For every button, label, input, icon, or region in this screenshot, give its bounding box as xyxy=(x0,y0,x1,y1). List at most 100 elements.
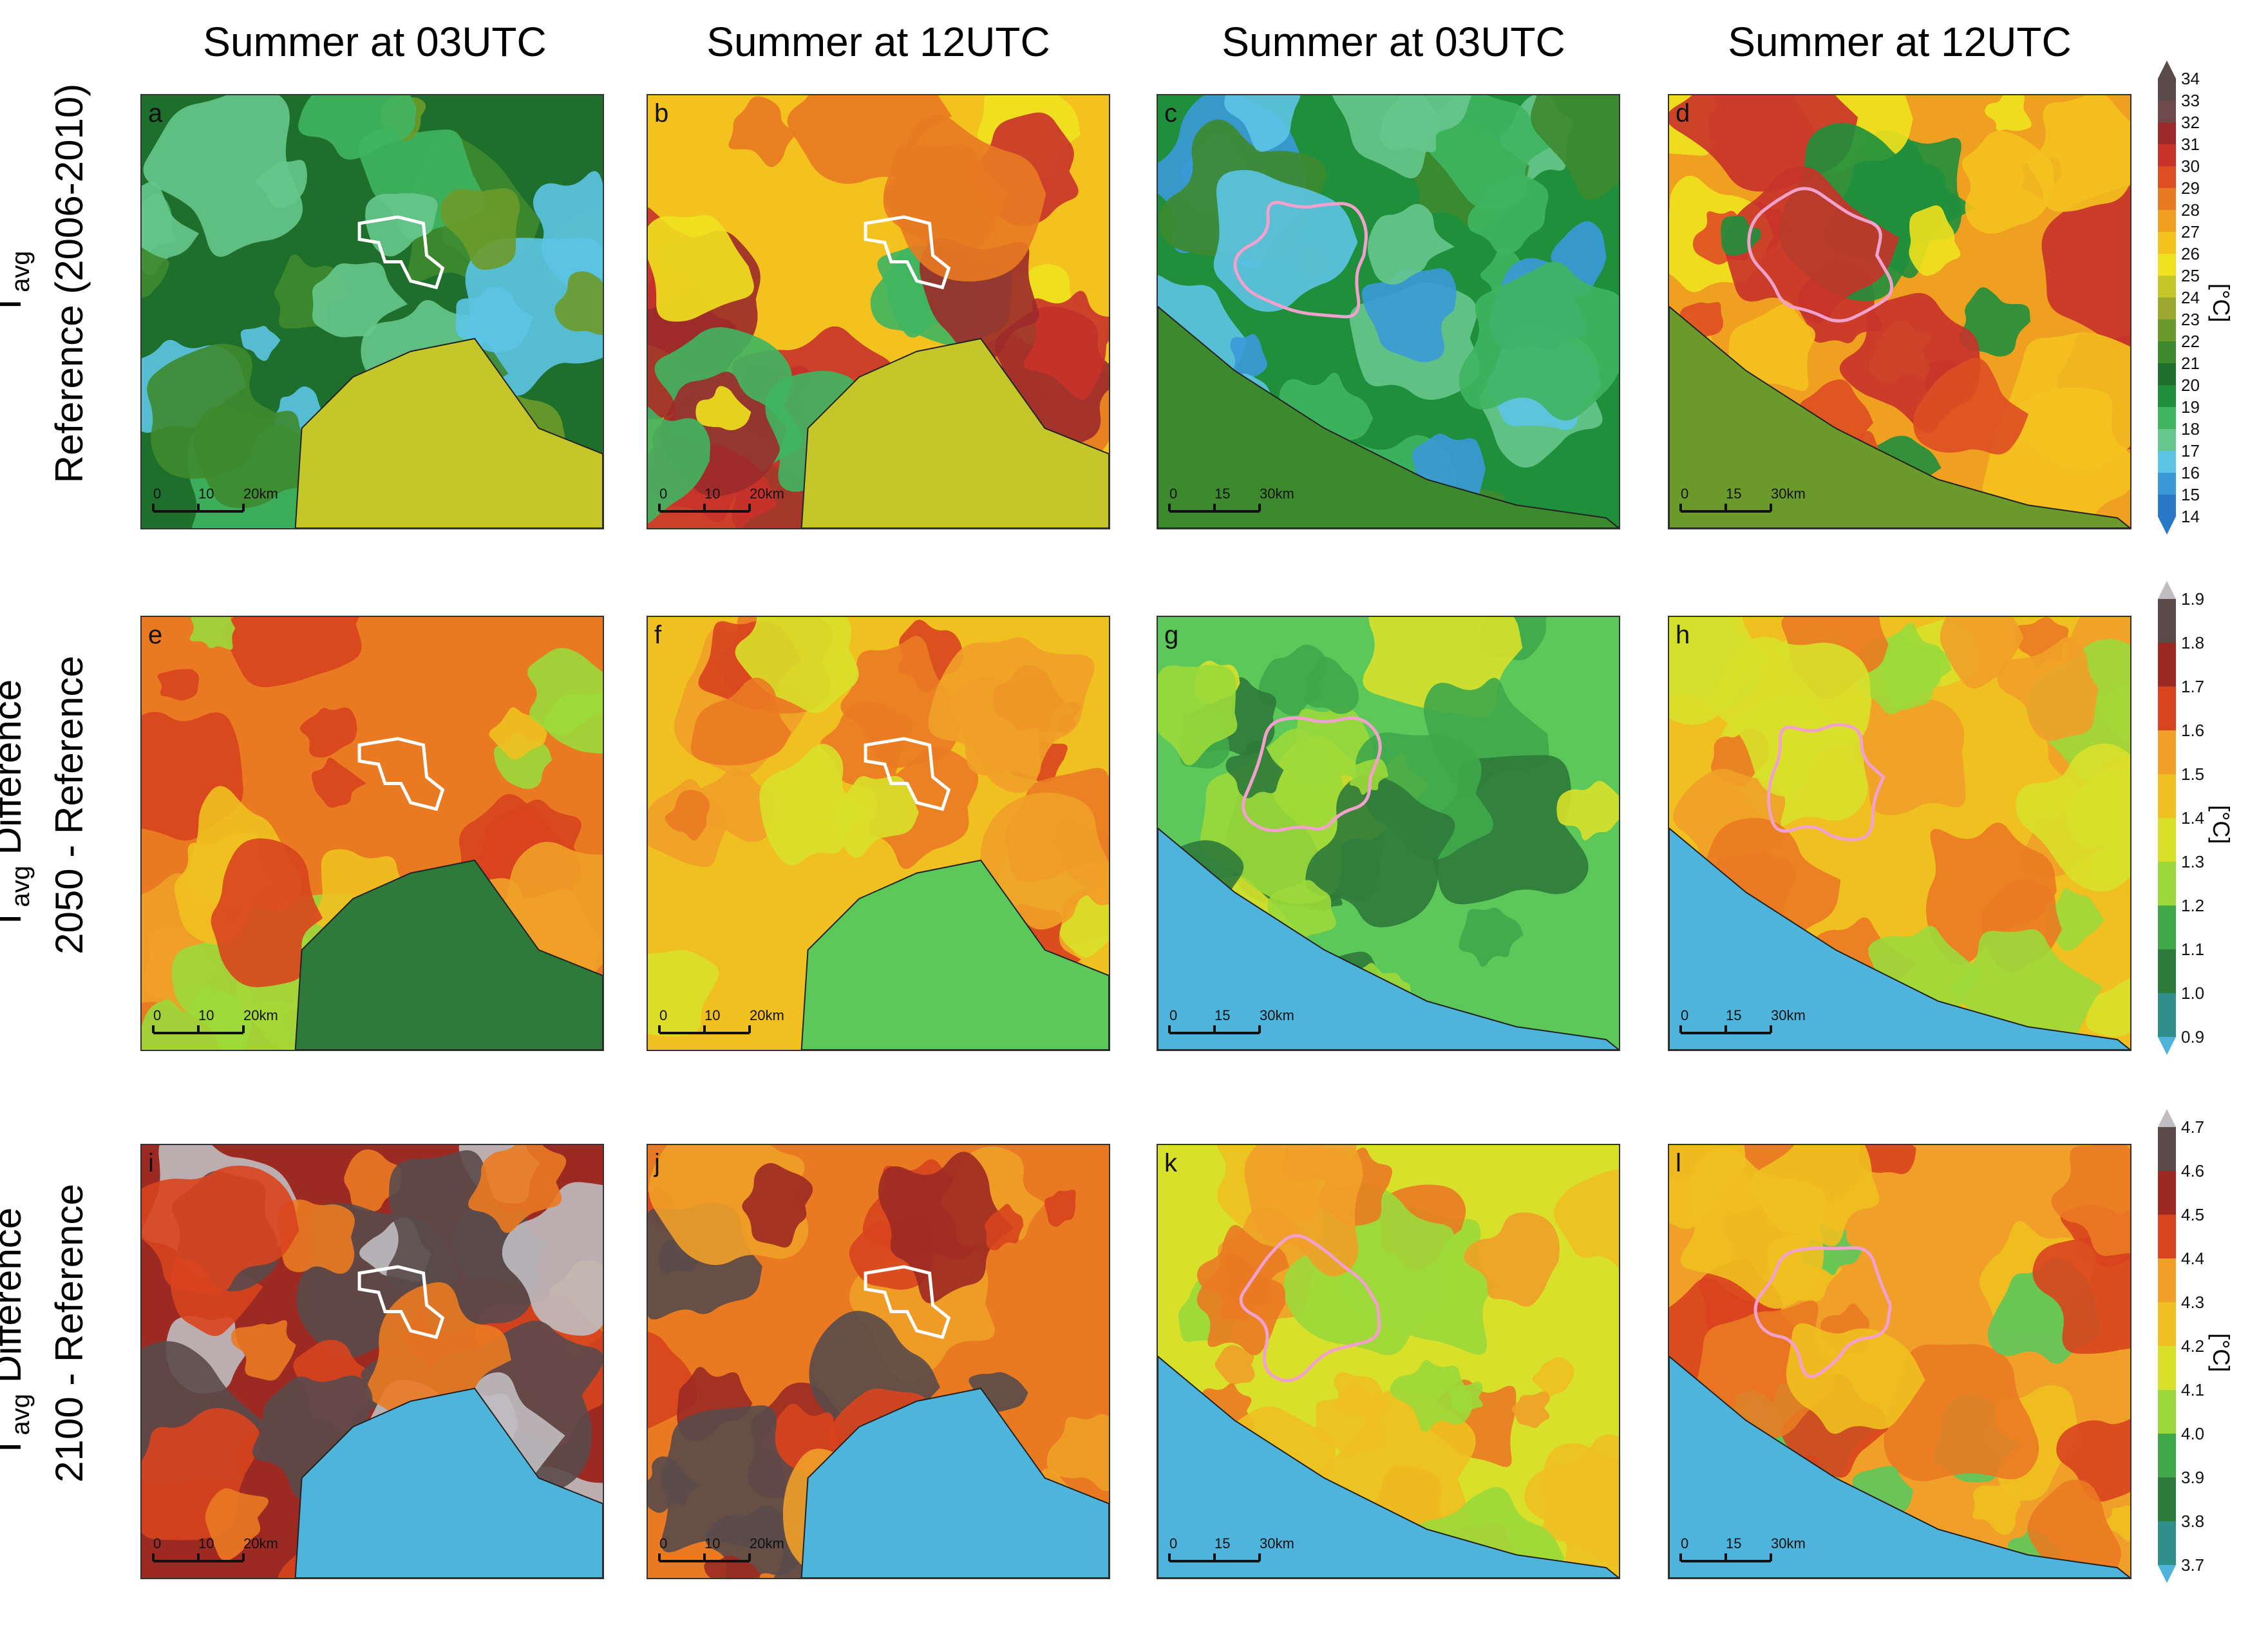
field-patch xyxy=(1556,781,1619,840)
city-boundary xyxy=(1753,1246,1893,1378)
scale-bar-label: 15 xyxy=(1726,486,1741,502)
scale-bar-svg: 0 15 30km xyxy=(1168,486,1294,513)
colorbar-max-arrow xyxy=(2158,61,2176,79)
scale-bar: 0 15 30km xyxy=(1678,482,1807,517)
sea-area xyxy=(294,1387,603,1578)
scale-bar-label: 0 xyxy=(659,486,667,502)
field-patch xyxy=(147,343,281,479)
scale-bar-label: 0 xyxy=(1169,1535,1177,1551)
field-patch xyxy=(660,1405,813,1553)
scale-bar-label: 20km xyxy=(243,1007,278,1023)
colorbar-tick-label: 4.3 xyxy=(2181,1293,2204,1312)
field-patch xyxy=(658,1234,705,1274)
field-patch xyxy=(142,1165,299,1295)
colorbar-tick-label: 4.0 xyxy=(2181,1424,2204,1443)
scale-bar-label: 0 xyxy=(1169,1007,1177,1023)
field-patch xyxy=(728,96,799,167)
scale-bar-label: 30km xyxy=(1260,1535,1294,1551)
colorbar-tick-label: 24 xyxy=(2181,288,2200,307)
field-patch xyxy=(1669,617,1769,725)
colorbar-step xyxy=(2158,254,2176,276)
scale-bar-svg: 0 10 20km xyxy=(658,1007,784,1034)
field-patch xyxy=(1708,636,1872,797)
field-patch xyxy=(834,775,919,858)
field-patch xyxy=(1224,95,1301,152)
scale-bar-line xyxy=(658,504,751,513)
colorbar-step xyxy=(2158,276,2176,298)
scale-bar-label: 15 xyxy=(1214,1007,1230,1023)
field-patch xyxy=(1390,1360,1473,1432)
colorbar-2100: 4.7 4.6 4.5 4.4 4.3 4.2 4.1 4.0 3.9 3.8 3.7 xyxy=(2148,1108,2204,1607)
scale-bar: 0 10 20km xyxy=(657,1003,786,1038)
scale-bar-line xyxy=(1168,1553,1261,1562)
field-patch xyxy=(2056,1419,2130,1502)
scale-bar-label: 10 xyxy=(704,1535,720,1551)
scale-bar-label: 10 xyxy=(704,1007,720,1023)
colorbar-step xyxy=(2158,599,2176,643)
colorbar-tick-label: 22 xyxy=(2181,332,2200,351)
field-patch xyxy=(1532,1357,1574,1397)
field-patch xyxy=(1305,656,1359,714)
field-patch xyxy=(344,1149,402,1211)
panel-letter: f xyxy=(654,621,662,649)
colorbar-tick-label: 18 xyxy=(2181,419,2200,439)
field-patch xyxy=(1230,334,1267,381)
city-boundary xyxy=(1233,200,1368,319)
colorbar-tick-label: 1.0 xyxy=(2181,983,2204,1003)
field-patch xyxy=(648,214,754,322)
city-boundary xyxy=(864,1265,951,1340)
field-patch xyxy=(256,160,307,209)
scale-bar-svg: 0 10 20km xyxy=(152,486,278,513)
city-boundary xyxy=(864,737,951,811)
scale-bar-svg: 0 15 30km xyxy=(1168,1007,1294,1034)
scale-bar-label: 0 xyxy=(1169,486,1177,502)
sea-area xyxy=(294,859,603,1050)
field-patch xyxy=(1524,1434,1619,1578)
colorbar-min-arrow xyxy=(2158,1565,2176,1583)
colorbar-step xyxy=(2158,429,2176,451)
colorbar-tick-label: 23 xyxy=(2181,310,2200,329)
scale-bar-label: 10 xyxy=(198,1535,214,1551)
colorbar-tick-label: 1.8 xyxy=(2181,633,2204,652)
field-patch xyxy=(984,1204,1024,1251)
map-panel-f: f 0 10 20km xyxy=(647,616,1110,1051)
field-patch xyxy=(1909,205,1961,276)
colorbar-step xyxy=(2158,100,2176,123)
field-patch xyxy=(1289,705,1374,785)
city-boundary xyxy=(1747,187,1894,323)
colorbar-tick-label: 32 xyxy=(2181,113,2200,132)
row-label-2100: Tavg Difference 2100 - Reference xyxy=(0,1184,91,1483)
field-patch xyxy=(2003,332,2130,471)
field-patch xyxy=(299,707,357,758)
field-patch xyxy=(2028,95,2130,212)
colorbar-step xyxy=(2158,1434,2176,1478)
scale-bar-label: 20km xyxy=(750,486,784,502)
scale-bar: 0 15 30km xyxy=(1678,1532,1807,1566)
map-field-j xyxy=(648,1145,1109,1578)
map-field-k xyxy=(1158,1145,1619,1578)
colorbar-tick-label: 31 xyxy=(2181,135,2200,154)
colorbar-tick-label: 14 xyxy=(2181,507,2200,526)
scale-bar-line xyxy=(658,1553,751,1562)
field-patch xyxy=(231,1320,296,1381)
sea-area xyxy=(1158,1355,1619,1578)
field-patch xyxy=(1468,174,1549,255)
field-patch xyxy=(690,678,792,766)
field-patch xyxy=(554,271,603,336)
scale-bar-label: 0 xyxy=(1681,1535,1688,1551)
colorbar-step xyxy=(2158,1171,2176,1215)
scale-bar-svg: 0 10 20km xyxy=(152,1007,278,1034)
field-patch xyxy=(648,949,719,1037)
colorbar-tick-label: 4.1 xyxy=(2181,1380,2204,1400)
map-panel-e: e 0 10 20km xyxy=(140,616,604,1051)
colorbar-min-arrow xyxy=(2158,517,2176,535)
scale-bar-label: 30km xyxy=(1771,1007,1806,1023)
city-boundary xyxy=(1239,1234,1381,1383)
panel-letter: j xyxy=(654,1149,660,1177)
field-patch xyxy=(1023,290,1109,400)
map-field-g xyxy=(1158,617,1619,1050)
colorbar-reference: 34 33 32 31 30 29 28 27 26 25 24 23 22 21 20 19 18 17 16 15… xyxy=(2148,59,2200,558)
field-patch xyxy=(189,617,236,650)
map-field-i xyxy=(142,1145,603,1578)
scale-bar-label: 15 xyxy=(1726,1535,1741,1551)
